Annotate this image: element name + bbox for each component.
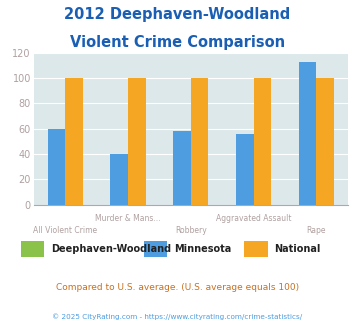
Text: Rape: Rape xyxy=(307,226,326,235)
Text: Deephaven-Woodland: Deephaven-Woodland xyxy=(51,244,171,254)
Text: Minnesota: Minnesota xyxy=(174,244,231,254)
Bar xyxy=(21,241,44,257)
Bar xyxy=(236,134,253,205)
Text: Violent Crime Comparison: Violent Crime Comparison xyxy=(70,35,285,50)
Bar xyxy=(144,241,168,257)
Bar xyxy=(110,154,128,205)
Text: Aggravated Assault: Aggravated Assault xyxy=(216,214,291,223)
Text: Murder & Mans...: Murder & Mans... xyxy=(95,214,161,223)
Bar xyxy=(317,78,334,205)
Bar xyxy=(191,78,208,205)
Text: 2012 Deephaven-Woodland: 2012 Deephaven-Woodland xyxy=(64,7,291,22)
Text: © 2025 CityRating.com - https://www.cityrating.com/crime-statistics/: © 2025 CityRating.com - https://www.city… xyxy=(53,313,302,319)
Text: Robbery: Robbery xyxy=(175,226,207,235)
Text: Compared to U.S. average. (U.S. average equals 100): Compared to U.S. average. (U.S. average … xyxy=(56,283,299,292)
Bar xyxy=(128,78,146,205)
Text: National: National xyxy=(274,244,321,254)
Bar xyxy=(244,241,268,257)
Bar xyxy=(253,78,271,205)
Bar xyxy=(48,129,65,205)
Text: All Violent Crime: All Violent Crime xyxy=(33,226,97,235)
Bar xyxy=(299,62,317,205)
Bar xyxy=(65,78,83,205)
Bar xyxy=(173,131,191,205)
